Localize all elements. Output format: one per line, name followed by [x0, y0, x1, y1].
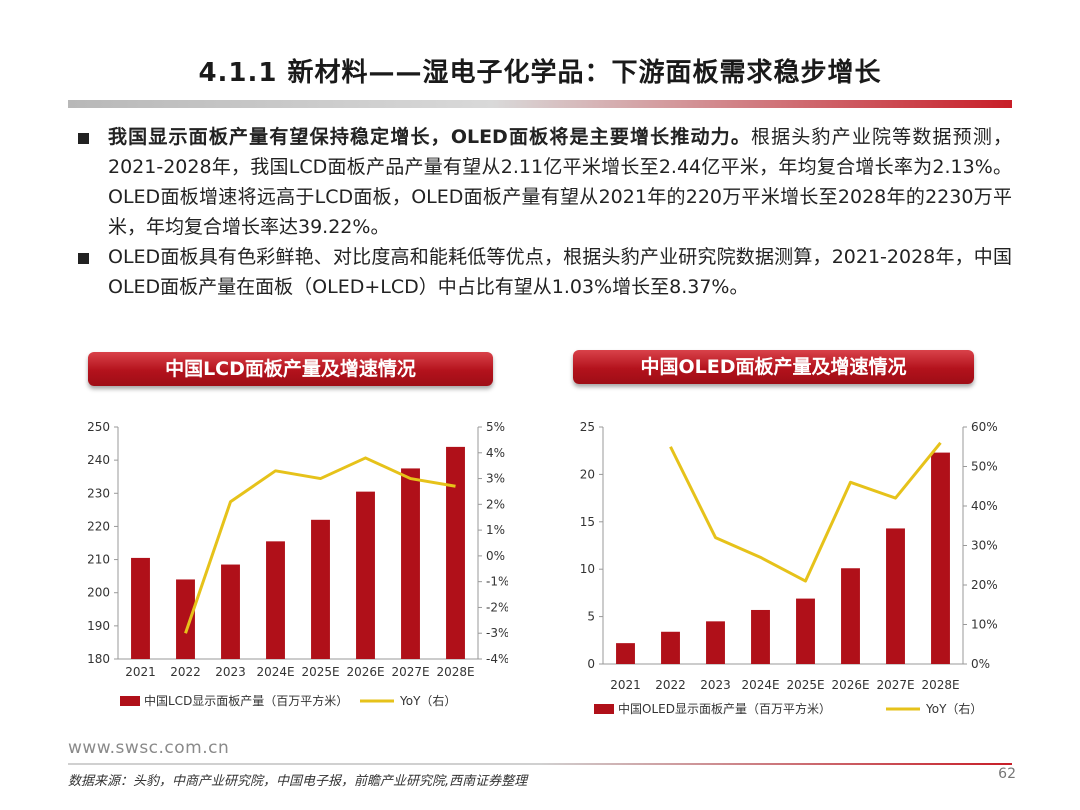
lcd-chart-title: 中国LCD面板产量及增速情况	[88, 352, 493, 386]
bar	[616, 643, 635, 664]
left-tick-label: 10	[580, 562, 595, 576]
bar	[221, 564, 240, 659]
bullet-item: OLED面板具有色彩鲜艳、对比度高和能耗低等优点，根据头豹产业研究院数据测算，2…	[72, 242, 1012, 302]
oled-chart-title: 中国OLED面板产量及增速情况	[573, 350, 974, 384]
category-label: 2025E	[786, 678, 824, 692]
right-tick-label: 60%	[971, 420, 998, 434]
right-tick-label: 0%	[971, 657, 990, 671]
left-tick-label: 220	[87, 519, 110, 533]
left-tick-label: 5	[587, 610, 595, 624]
left-tick-label: 190	[87, 619, 110, 633]
page-number: 62	[998, 766, 1016, 782]
right-tick-label: 3%	[486, 472, 505, 486]
right-tick-label: 10%	[971, 618, 998, 632]
square-bullet-icon	[78, 133, 89, 144]
category-label: 2021	[610, 678, 641, 692]
category-label: 2027E	[391, 665, 429, 679]
category-label: 2024E	[256, 665, 294, 679]
right-tick-label: -3%	[486, 626, 508, 640]
square-bullet-icon	[78, 253, 89, 264]
right-tick-label: 5%	[486, 420, 505, 434]
bar	[796, 598, 815, 664]
left-tick-label: 20	[580, 467, 595, 481]
bar	[751, 609, 770, 664]
category-label: 2022	[170, 665, 201, 679]
bar	[401, 468, 420, 659]
right-tick-label: 50%	[971, 460, 998, 474]
legend-bar-label: 中国LCD显示面板产量（百万平方米）	[144, 693, 348, 708]
category-label: 2023	[215, 665, 246, 679]
legend-line-label: YoY（右）	[399, 693, 456, 708]
bar	[706, 621, 725, 664]
bullet-item: 我国显示面板产量有望保持稳定增长，OLED面板将是主要增长推动力。根据头豹产业院…	[72, 122, 1012, 242]
category-label: 2028E	[436, 665, 474, 679]
yoy-line	[669, 441, 942, 583]
category-label: 2026E	[831, 678, 869, 692]
bar	[661, 631, 680, 664]
right-tick-label: -2%	[486, 600, 508, 614]
left-tick-label: 250	[87, 420, 110, 434]
category-label: 2028E	[921, 678, 959, 692]
legend-bar-label: 中国OLED显示面板产量（百万平方米）	[618, 701, 831, 716]
footer-divider	[68, 763, 1012, 765]
category-label: 2026E	[346, 665, 384, 679]
left-tick-label: 230	[87, 486, 110, 500]
legend-bar-swatch	[594, 704, 614, 714]
right-tick-label: 20%	[971, 578, 998, 592]
bullet-list: 我国显示面板产量有望保持稳定增长，OLED面板将是主要增长推动力。根据头豹产业院…	[72, 122, 1012, 302]
right-tick-label: 30%	[971, 539, 998, 553]
left-tick-label: 210	[87, 553, 110, 567]
left-tick-label: 180	[87, 652, 110, 666]
bullet-text: 根据头豹产业院等数据预测，2021-2028年，我国LCD面板产品产量有望从2.…	[108, 126, 1012, 238]
right-tick-label: -1%	[486, 575, 508, 589]
left-tick-label: 240	[87, 453, 110, 467]
right-tick-label: 2%	[486, 497, 505, 511]
yoy-line	[184, 456, 456, 634]
category-label: 2027E	[876, 678, 914, 692]
lcd-chart: 180 190 200 210 220 230 240 250 -4% -3% -2% -1% 0% 1%…	[87, 420, 508, 708]
page-title: 4.1.1 新材料——湿电子化学品：下游面板需求稳步增长	[198, 58, 882, 88]
category-label: 2023	[700, 678, 731, 692]
bar	[131, 557, 150, 659]
right-tick-label: 1%	[486, 523, 505, 537]
title-divider	[68, 100, 1012, 108]
left-tick-label: 15	[580, 515, 595, 529]
category-label: 2024E	[741, 678, 779, 692]
right-tick-label: 0%	[486, 549, 505, 563]
left-tick-label: 200	[87, 586, 110, 600]
category-label: 2022	[655, 678, 686, 692]
oled-chart: 0 5 10 15 20 25 0% 10% 20% 30% 40% 50% 60% 2021 2022 20…	[580, 420, 998, 716]
bar	[446, 446, 465, 659]
category-label: 2021	[125, 665, 156, 679]
bar	[931, 452, 950, 664]
bar	[176, 579, 195, 659]
right-tick-label: 4%	[486, 446, 505, 460]
bar	[311, 519, 330, 659]
source-note: 数据来源：头豹，中商产业研究院，中国电子报，前瞻产业研究院,西南证券整理	[68, 774, 528, 789]
bar	[841, 568, 860, 664]
left-tick-label: 0	[587, 657, 595, 671]
legend-line-label: YoY（右）	[925, 701, 982, 716]
bullet-text: OLED面板具有色彩鲜艳、对比度高和能耗低等优点，根据头豹产业研究院数据测算，2…	[108, 246, 1012, 298]
category-label: 2025E	[301, 665, 339, 679]
right-tick-label: -4%	[486, 652, 508, 666]
right-tick-label: 40%	[971, 499, 998, 513]
legend-bar-swatch	[120, 696, 140, 706]
footer-url[interactable]: www.swsc.com.cn	[68, 738, 230, 758]
bar	[266, 541, 285, 659]
bullet-lead: 我国显示面板产量有望保持稳定增长，OLED面板将是主要增长推动力。	[108, 126, 751, 148]
bar	[886, 528, 905, 664]
bar	[356, 491, 375, 659]
left-tick-label: 25	[580, 420, 595, 434]
